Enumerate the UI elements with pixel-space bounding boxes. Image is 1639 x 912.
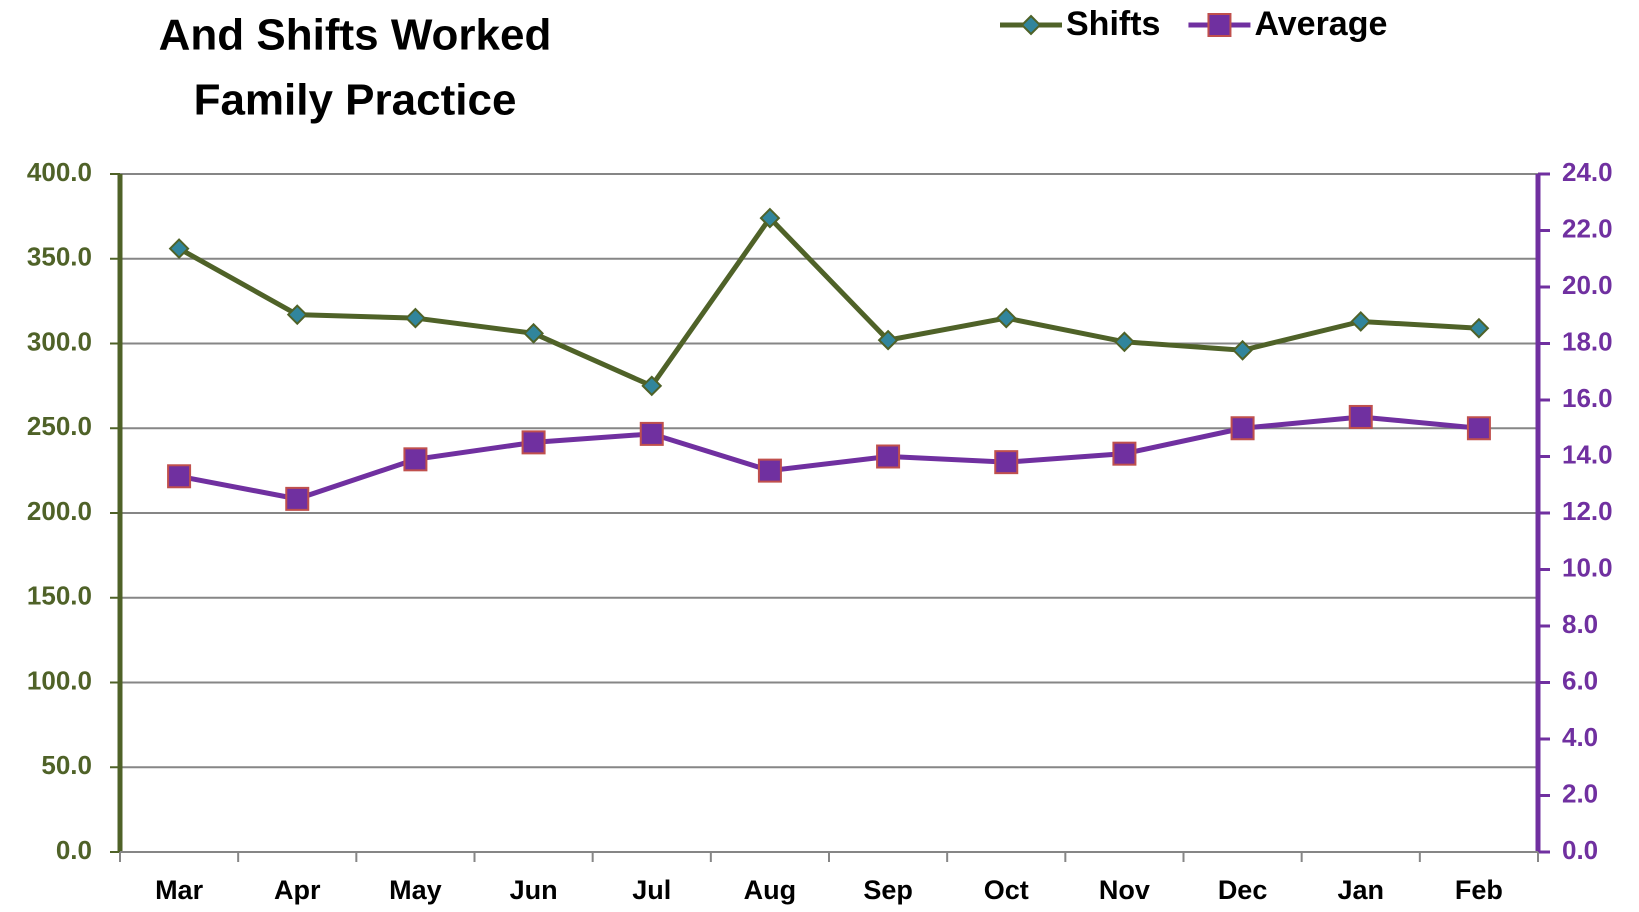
point: [523, 322, 544, 344]
x-tick-label: Apr: [274, 875, 321, 905]
point: [168, 238, 190, 259]
point: [995, 307, 1017, 329]
y-tick-label: 100.0: [27, 665, 92, 695]
point: [1230, 416, 1255, 441]
y-tick-label: 200.0: [27, 496, 92, 526]
point: [285, 486, 310, 511]
x-tick-label: Jul: [632, 875, 671, 905]
legend-marker: [1207, 13, 1232, 37]
x-tick-label: Feb: [1455, 875, 1503, 905]
chart-title: Family Practice: [194, 76, 517, 125]
chart-title: And Shifts Worked: [159, 11, 552, 60]
y2-tick-label: 22.0: [1562, 213, 1613, 243]
y2-tick-label: 14.0: [1562, 439, 1613, 469]
y2-tick-label: 6.0: [1562, 665, 1598, 695]
point: [1466, 416, 1491, 441]
point: [167, 464, 192, 489]
point: [877, 329, 899, 351]
y2-tick-label: 0.0: [1562, 835, 1598, 865]
x-tick-label: May: [389, 875, 442, 905]
y-tick-label: 350.0: [27, 242, 92, 272]
y-tick-label: 50.0: [41, 750, 92, 780]
point: [759, 207, 781, 229]
y2-tick-label: 8.0: [1562, 609, 1598, 639]
x-tick-label: Aug: [744, 875, 796, 905]
y2-tick-label: 10.0: [1562, 552, 1613, 582]
point: [1468, 317, 1490, 339]
legend-marker: [1020, 14, 1042, 36]
y2-tick-label: 20.0: [1562, 270, 1613, 300]
y-tick-label: 300.0: [27, 326, 92, 356]
point: [757, 458, 782, 483]
x-tick-label: Jan: [1337, 875, 1384, 905]
legend-label: Average: [1254, 5, 1387, 43]
point: [1348, 404, 1373, 429]
point: [405, 307, 426, 329]
point: [521, 430, 546, 455]
point: [1114, 331, 1135, 353]
y-tick-label: 400.0: [27, 157, 92, 187]
y2-tick-label: 18.0: [1562, 326, 1613, 356]
y2-tick-label: 24.0: [1562, 157, 1613, 187]
point: [286, 304, 308, 326]
x-tick-label: Sep: [863, 875, 913, 905]
y2-tick-label: 4.0: [1562, 722, 1598, 752]
x-tick-label: Mar: [155, 875, 204, 905]
point: [1350, 311, 1372, 332]
y2-tick-label: 12.0: [1562, 496, 1613, 526]
y2-tick-label: 2.0: [1562, 778, 1598, 808]
legend-label: Shifts: [1066, 5, 1160, 43]
series-line: [177, 214, 1480, 389]
y2-tick-label: 16.0: [1562, 383, 1613, 413]
point: [994, 450, 1019, 475]
point: [1112, 441, 1137, 466]
point: [403, 447, 428, 472]
y-tick-label: 150.0: [27, 581, 92, 611]
series-line: [178, 414, 1480, 502]
x-tick-label: Oct: [984, 875, 1029, 905]
point: [641, 375, 663, 397]
x-tick-label: Dec: [1218, 875, 1268, 905]
point: [876, 444, 901, 469]
y-tick-label: 250.0: [27, 411, 92, 441]
point: [1232, 339, 1253, 361]
point: [639, 421, 664, 446]
x-tick-label: Nov: [1099, 875, 1150, 905]
x-tick-label: Jun: [510, 875, 558, 905]
y-tick-label: 0.0: [56, 835, 92, 865]
